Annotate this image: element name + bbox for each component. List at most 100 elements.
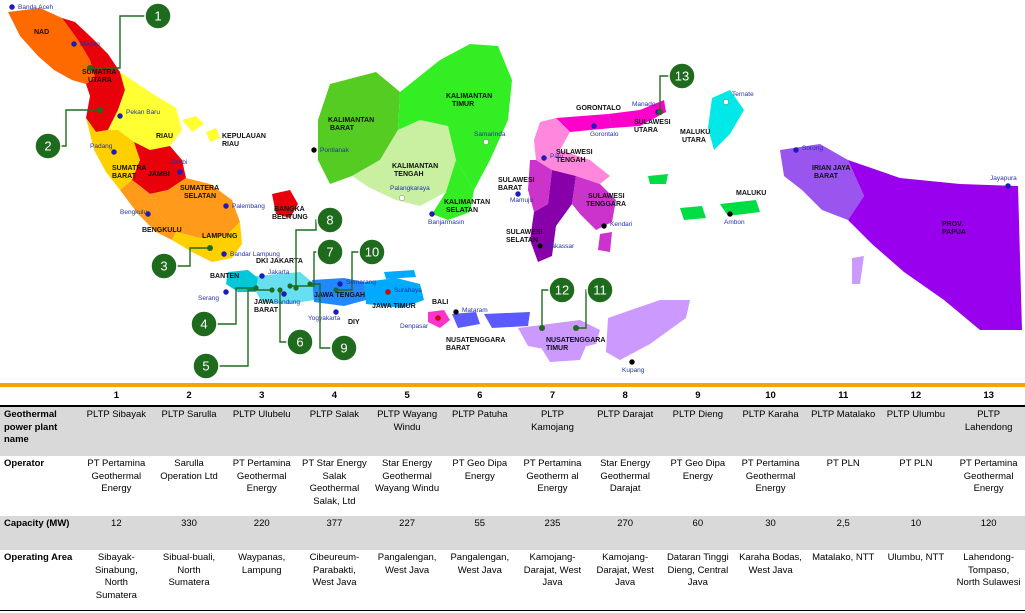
city-dot (71, 41, 77, 47)
table-cell: PLTP Kamojang (516, 406, 589, 456)
plant-badge-4: 4 (190, 310, 218, 338)
header-number: 13 (952, 383, 1025, 407)
row-label: Capacity (MW) (0, 516, 80, 550)
city-label: Medan (80, 41, 100, 48)
city-label: Pontianak (320, 147, 350, 154)
table-cell: PLTP Wayang Windu (370, 406, 444, 456)
table-cell: PLTP Ulumbu (879, 406, 953, 456)
province-jawa-timur (364, 278, 424, 308)
city-dot (117, 113, 123, 119)
label-sumatera-utara: SUMATRA (82, 69, 116, 76)
table-row: Operator PT Pertamina Geothermal Energy Sa… (0, 456, 1025, 516)
svg-text:4: 4 (200, 317, 207, 332)
province-sumatera-utara (62, 18, 125, 132)
table-cell: PLTP Patuha (443, 406, 517, 456)
city-label: Bengkulu (120, 209, 147, 216)
province-sulawesi-tengah (534, 118, 610, 184)
row-label: Geothermal power plant name (0, 406, 80, 456)
city-dot (337, 281, 343, 287)
table-cell: PLTP Sarulla (152, 406, 226, 456)
province-papua (848, 160, 1022, 330)
svg-text:BANTEN: BANTEN (210, 273, 239, 280)
city-markers: Banda Aceh Medan Pekan Baru Padang Jambi Pale… (9, 4, 1017, 374)
city-label: Palu (550, 153, 563, 160)
table-cell: Cibeureum-Parabakti, West Java (298, 550, 371, 611)
table-row: Operating Area Sibayak-Sinabung, North Su… (0, 550, 1025, 611)
table-cell: Ulumbu, NTT (879, 550, 953, 611)
city-dot (537, 243, 543, 249)
city-label: Yogyakarta (308, 315, 341, 322)
city-dot (515, 191, 521, 197)
province-maluku-utara (708, 90, 744, 150)
city-dot (1005, 183, 1011, 189)
city-label: Bandar Lampung (230, 251, 280, 258)
plant-markers (87, 65, 663, 331)
svg-text:PROV.PAPUA: PROV. PAPUA (942, 221, 966, 236)
city-dot (429, 211, 435, 217)
city-label: Kupang (622, 367, 645, 374)
province-kalimantan-selatan (432, 160, 474, 220)
city-dot (483, 139, 489, 145)
svg-text:5: 5 (202, 359, 209, 374)
city-label: Denpasar (400, 323, 429, 330)
city-label: Padang (90, 143, 113, 150)
plant-badge-13: 13 (668, 62, 696, 90)
city-dot (435, 315, 441, 321)
header-number: 8 (588, 383, 662, 407)
table-cell: 220 (225, 516, 299, 550)
city-label: Mamuju (510, 197, 534, 204)
province-banten (226, 270, 258, 292)
table-cell: Pangalengan, West Java (370, 550, 444, 611)
city-label: Banda Aceh (18, 4, 53, 11)
svg-text:8: 8 (326, 213, 333, 228)
svg-text:1: 1 (154, 9, 161, 24)
city-label: Manado (632, 101, 656, 108)
table-cell: PLTP Lahendong (952, 406, 1025, 456)
svg-text:DKI JAKARTA: DKI JAKARTA (256, 258, 303, 265)
table-cell: 30 (734, 516, 807, 550)
province-gorontalo (556, 114, 612, 132)
table-cell: Matalako, NTT (806, 550, 880, 611)
city-dot (111, 149, 117, 155)
table-cell: PLTP Salak (298, 406, 371, 456)
header-number: 7 (516, 383, 589, 407)
city-label: Palembang (232, 203, 265, 210)
header-number: 5 (370, 383, 444, 407)
svg-text:3: 3 (160, 259, 167, 274)
svg-text:JAWA TENGAH: JAWA TENGAH (314, 292, 365, 299)
city-dot (601, 223, 607, 229)
city-label: Banjarmasin (428, 219, 465, 226)
table-cell: PT PLN (826, 458, 860, 469)
plant-badge-1: 1 (144, 2, 172, 30)
plant-badge-8: 8 (316, 206, 344, 234)
papua-island (780, 144, 1022, 330)
city-label: Gorontalo (590, 131, 619, 138)
table-cell: Star Energy Geothermal Wayang Windu (375, 458, 440, 494)
city-dot (793, 147, 799, 153)
city-dot (177, 169, 183, 175)
plant-badge-10: 10 (358, 238, 386, 266)
header-number: 2 (152, 383, 226, 407)
svg-text:RIAU: RIAU (156, 133, 173, 140)
header-corner (0, 383, 80, 407)
table-cell: Star Energy Geothermal Darajat (600, 458, 651, 494)
svg-text:13: 13 (675, 69, 689, 84)
table-cell: 12 (80, 516, 153, 550)
province-kalimantan-barat (318, 72, 400, 184)
province-maluku (648, 174, 760, 220)
city-label: Serang (198, 295, 219, 302)
province-sulawesi-barat (528, 160, 552, 212)
svg-text:6: 6 (296, 335, 303, 350)
header-number: 11 (806, 383, 880, 407)
city-label: Semarang (346, 279, 376, 286)
table-cell: 270 (588, 516, 662, 550)
